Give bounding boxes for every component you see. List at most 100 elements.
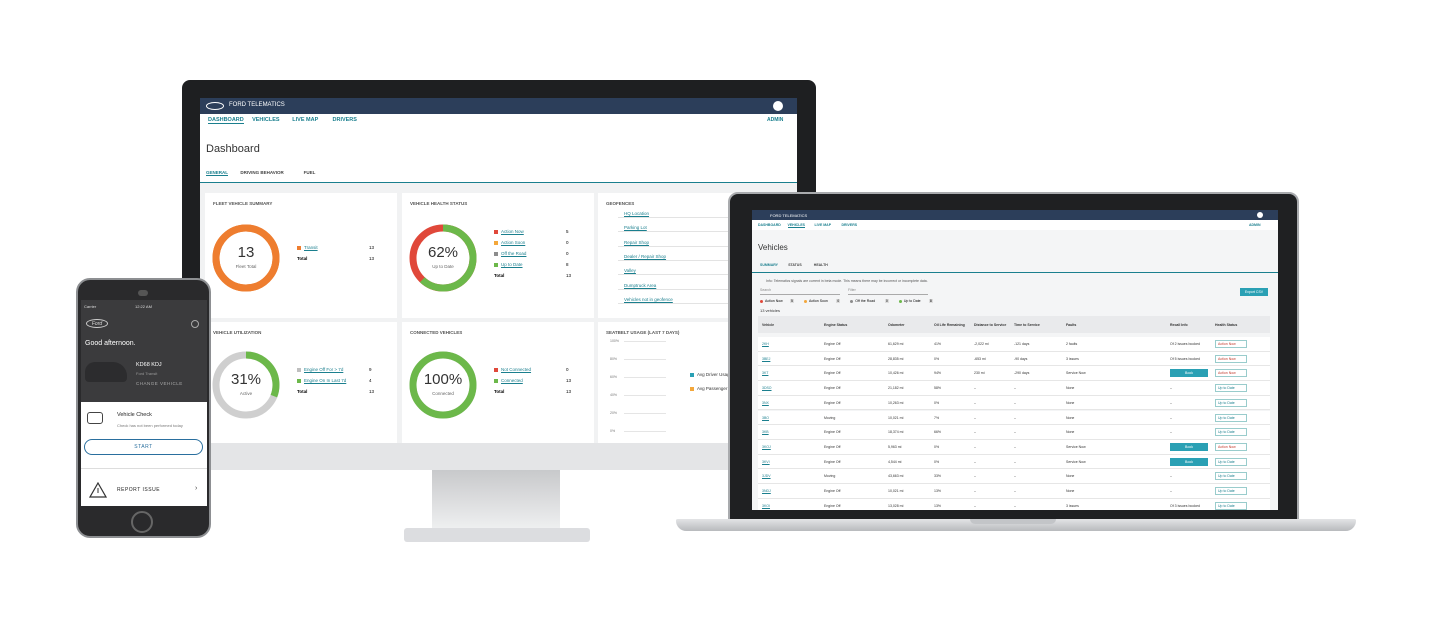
donut bbox=[212, 224, 280, 291]
avatar[interactable] bbox=[773, 101, 783, 111]
table-cell: – bbox=[1014, 430, 1016, 435]
nav-item[interactable]: LIVE MAP bbox=[292, 117, 319, 123]
nav-item[interactable]: DASHBOARD bbox=[208, 117, 244, 124]
chip-label[interactable]: Action Now bbox=[765, 299, 783, 303]
legend-label[interactable]: Engine On In Last 7d bbox=[304, 377, 347, 383]
tab[interactable]: SUMMARY bbox=[760, 263, 778, 267]
tab[interactable]: GENERAL bbox=[206, 170, 229, 176]
geofence[interactable]: Vehicles not in geofence bbox=[624, 296, 673, 302]
table-cell[interactable]: Up to Date bbox=[1215, 398, 1247, 407]
table-cell: 0% bbox=[934, 400, 940, 405]
search[interactable]: Search bbox=[760, 288, 840, 295]
card: FLEET VEHICLE SUMMARY 13 Fleet Total Transi… bbox=[205, 193, 397, 318]
settings-icon[interactable] bbox=[191, 320, 199, 328]
card: VEHICLE UTILIZATION 31% Active Engine Off F… bbox=[205, 322, 397, 443]
nav-item[interactable]: DASHBOARD bbox=[758, 223, 781, 227]
table-row bbox=[758, 425, 1270, 440]
table-cell: – bbox=[974, 474, 976, 479]
legend-swatch bbox=[297, 378, 301, 383]
table-cell: – bbox=[974, 503, 976, 508]
table-cell[interactable]: 3NX bbox=[762, 400, 769, 405]
user-menu[interactable]: ADMIN bbox=[1249, 223, 1261, 227]
table-cell: – bbox=[974, 444, 976, 449]
start-button[interactable]: START bbox=[84, 439, 203, 455]
table-cell[interactable]: 3NDJ bbox=[762, 489, 771, 493]
table-cell[interactable]: Up to Date bbox=[1215, 501, 1247, 510]
header bbox=[752, 210, 1278, 220]
report-issue[interactable]: REPORT ISSUE bbox=[117, 487, 161, 493]
warning-icon bbox=[89, 482, 107, 498]
legend-label[interactable]: Not Connected bbox=[501, 366, 532, 372]
table-cell[interactable]: Book bbox=[1170, 442, 1208, 451]
legend-label[interactable]: Action Now bbox=[501, 228, 524, 234]
change-vehicle[interactable]: CHANGE VEHICLE bbox=[136, 381, 183, 386]
table-cell[interactable]: Up to Date bbox=[1215, 428, 1247, 437]
filter[interactable]: Filter bbox=[848, 288, 928, 295]
tab[interactable]: HEALTH bbox=[813, 263, 828, 267]
geofence[interactable]: Dumptruck Area bbox=[624, 282, 657, 288]
table-cell[interactable]: Book bbox=[1170, 457, 1208, 466]
nav-item[interactable]: DRIVERS bbox=[332, 117, 357, 123]
table-cell[interactable]: 3DSO bbox=[762, 386, 772, 391]
legend-label[interactable]: Off the Road bbox=[501, 250, 527, 256]
legend-label[interactable]: Transit bbox=[304, 245, 318, 250]
tab[interactable]: STATUS bbox=[788, 263, 802, 267]
table-cell[interactable]: 3BO bbox=[762, 415, 770, 420]
table-cell[interactable]: 2KH bbox=[762, 342, 769, 346]
table-cell[interactable]: 3KOI bbox=[762, 503, 770, 508]
column-header: Health Status bbox=[1215, 323, 1238, 327]
chip-label[interactable]: Off the Road bbox=[855, 299, 876, 303]
table-cell[interactable]: Up to Date bbox=[1215, 384, 1247, 393]
table-cell[interactable]: 3BEJ bbox=[762, 356, 771, 361]
legend-label[interactable]: Action Soon bbox=[501, 239, 526, 245]
legend-label[interactable]: Engine Off For > 7d bbox=[304, 366, 344, 372]
table-cell[interactable]: Up to Date bbox=[1215, 457, 1247, 466]
table-cell[interactable]: Action Now bbox=[1215, 369, 1247, 378]
legend-count: 5 bbox=[566, 228, 569, 234]
table-cell[interactable]: Action Now bbox=[1215, 354, 1247, 363]
chip-icon bbox=[850, 300, 854, 303]
export-button[interactable]: Export CSV bbox=[1240, 288, 1268, 296]
table-cell: Engine Off bbox=[824, 400, 841, 405]
table-cell: – bbox=[974, 415, 976, 420]
nav-item[interactable]: VEHICLES bbox=[252, 117, 280, 123]
table-cell: 58% bbox=[934, 386, 942, 391]
home-button[interactable] bbox=[131, 511, 153, 533]
table-row bbox=[758, 337, 1270, 352]
tab[interactable]: FUEL bbox=[303, 170, 316, 175]
card-title: CONNECTED VEHICLES bbox=[410, 330, 463, 335]
geofence[interactable]: Repair Shop bbox=[624, 239, 650, 245]
table-cell[interactable]: 3KVI bbox=[762, 459, 770, 464]
divider bbox=[81, 468, 207, 469]
table-row bbox=[758, 484, 1270, 499]
table-cell[interactable]: 3KOJ bbox=[762, 444, 771, 449]
geofence[interactable]: Dealer / Repair Shop bbox=[624, 253, 667, 259]
table-cell[interactable]: Action Now bbox=[1215, 442, 1247, 451]
axis-label: 100% bbox=[610, 339, 619, 343]
tab[interactable]: DRIVING BEHAVIOR bbox=[240, 170, 284, 175]
table-cell[interactable]: Book bbox=[1170, 369, 1208, 378]
legend-label[interactable]: Connected bbox=[501, 377, 523, 383]
table-cell[interactable]: 3KB bbox=[762, 430, 769, 435]
geofence[interactable]: Valley bbox=[624, 268, 636, 274]
geofence[interactable]: HQ Location bbox=[624, 211, 650, 216]
table-cell[interactable]: 3JDV bbox=[762, 474, 771, 479]
legend-swatch bbox=[494, 251, 498, 256]
table-cell[interactable]: Up to Date bbox=[1215, 487, 1247, 495]
table-cell[interactable]: Action Now bbox=[1215, 340, 1247, 348]
legend-swatch bbox=[690, 373, 694, 377]
nav-item[interactable]: LIVE MAP bbox=[814, 223, 832, 227]
legend-label[interactable]: Up to Date bbox=[501, 261, 523, 267]
chip-label[interactable]: Action Soon bbox=[809, 299, 828, 303]
avatar[interactable] bbox=[1257, 212, 1263, 218]
nav-item[interactable]: VEHICLES bbox=[787, 223, 806, 228]
table-cell[interactable]: Up to Date bbox=[1215, 413, 1247, 422]
donut-arc bbox=[409, 224, 477, 291]
chip-label[interactable]: Up to Date bbox=[903, 299, 921, 303]
table-cell: Engine Off bbox=[824, 459, 841, 464]
geofence[interactable]: Parking Lot bbox=[624, 225, 647, 231]
table-cell[interactable]: Up to Date bbox=[1215, 472, 1247, 481]
nav-item[interactable]: DRIVERS bbox=[841, 223, 858, 227]
user-menu[interactable]: ADMIN bbox=[767, 117, 784, 123]
table-cell[interactable]: 3KT bbox=[762, 371, 769, 376]
